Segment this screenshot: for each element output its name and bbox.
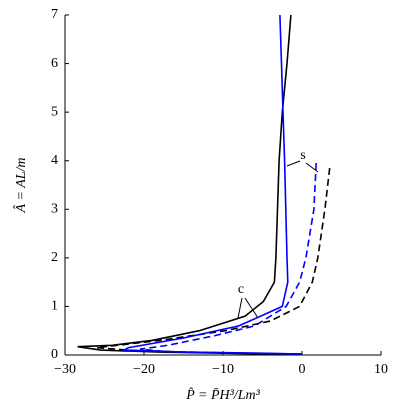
x-tick-label: −20 <box>133 362 155 377</box>
annotation: s <box>300 148 305 163</box>
y-axis-label: Â = AL/m <box>12 157 29 213</box>
series-line <box>96 167 331 355</box>
x-axis-label: P̂ = P̄H³/Lm³ <box>185 387 260 403</box>
series-line <box>139 163 317 355</box>
x-tick-label: −30 <box>54 362 76 377</box>
y-tick-label: 7 <box>51 7 58 22</box>
y-tick-label: 4 <box>51 153 58 168</box>
y-tick-label: 1 <box>51 299 58 314</box>
y-tick-label: 3 <box>51 202 58 217</box>
x-tick-label: −10 <box>212 362 234 377</box>
y-tick-label: 6 <box>51 56 58 71</box>
x-tick-label: 0 <box>299 362 306 377</box>
annotation-leader <box>237 297 259 319</box>
x-tick-label: 10 <box>374 362 388 377</box>
y-tick-label: 5 <box>51 104 58 119</box>
annotation-leader <box>286 160 319 173</box>
series-line <box>121 14 303 355</box>
series-line <box>77 14 303 356</box>
y-tick-label: 0 <box>51 347 58 362</box>
annotation: c <box>238 282 244 297</box>
y-tick-label: 2 <box>51 250 58 265</box>
